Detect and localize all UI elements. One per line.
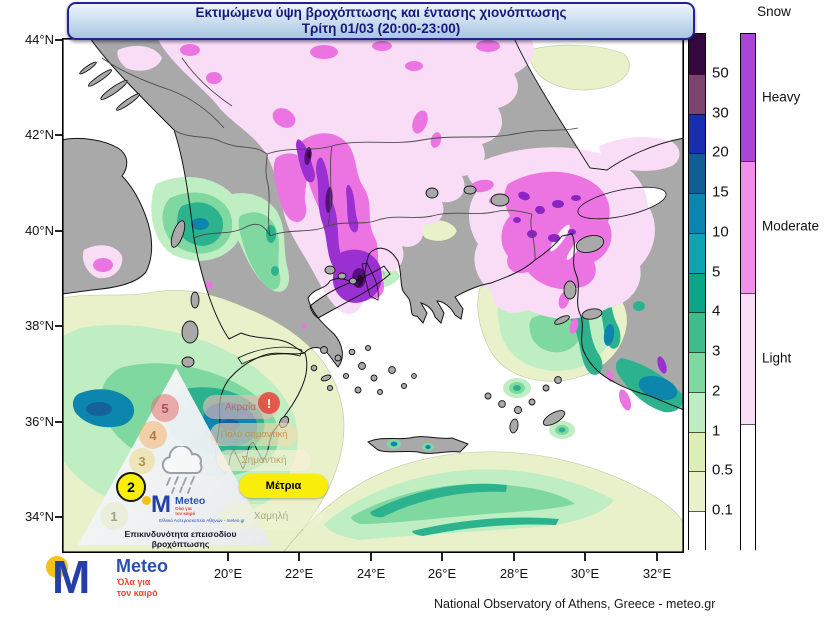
hazard-logo-tagline1: Όλα για (175, 506, 192, 511)
lon-tick (441, 553, 443, 561)
rain-cloud-icon (161, 446, 203, 494)
rain-scale-label: 20 (712, 143, 729, 161)
lat-label: 42°N (24, 127, 54, 142)
attribution-text: National Observatory of Athens, Greece -… (434, 597, 716, 611)
snow-colorbar-segment (741, 424, 755, 551)
title-box: Εκτιμώμενα ύψη βροχόπτωσης και έντασης χ… (67, 2, 695, 40)
lat-tick (55, 39, 62, 41)
rain-colorbar-segment (689, 391, 705, 432)
rainfall-colorbar (688, 33, 706, 551)
snow-colorbar (740, 33, 756, 551)
sun-dot-icon (142, 496, 151, 505)
hazard-level-pill: Πολύ σημαντική (210, 423, 298, 446)
lon-label: 30°E (570, 566, 600, 581)
rain-colorbar-segment (689, 113, 705, 154)
lon-label: 22°E (284, 566, 314, 581)
lesbos-island (575, 235, 605, 253)
country-borders-layer (101, 57, 579, 261)
hazard-level-badge: 3 (129, 448, 155, 474)
rain-hazard-scale-overlay: 5 Ακραία! 4 Πολύ σημαντική 3 Σημαντική 2 Μέτρια… (70, 368, 340, 550)
hazard-level-pill: Σημαντική (217, 450, 311, 471)
hazard-caption: Επικινδυνότητα επεισοδίου βροχόπτωσης (124, 529, 237, 549)
corfu-island (170, 220, 186, 248)
logo-tagline2: τον καιρό (117, 588, 158, 598)
lon-tick (370, 553, 372, 561)
rain-scale-label: 0.1 (712, 501, 733, 519)
rain-scale-label: 0.5 (712, 461, 733, 479)
snow-scale-label: Light (762, 350, 792, 365)
lat-tick (55, 134, 62, 136)
title-line1: Εκτιμώμενα ύψη βροχόπτωσης και έντασης χ… (195, 5, 567, 20)
snow-scale-label: Moderate (762, 218, 820, 234)
lat-tick (55, 230, 62, 232)
snow-colorbar-segment (741, 34, 755, 161)
rain-scale-label: 2 (712, 382, 721, 400)
rain-scale-label: 10 (712, 223, 729, 241)
lon-tick (584, 553, 586, 561)
logo-name: Meteo (116, 556, 169, 576)
hazard-level-badge: 2 (116, 472, 146, 502)
rain-colorbar-segment (689, 511, 705, 551)
hazard-level-badge: 4 (139, 421, 167, 449)
snow-colorbar-title: Snow (757, 4, 791, 19)
lat-label: 36°N (24, 414, 54, 429)
meteo-m-icon: M (151, 491, 171, 518)
warning-icon: ! (258, 392, 280, 414)
sun-dot-icon (46, 556, 68, 578)
lon-label: 20°E (213, 566, 243, 581)
rain-scale-label: 3 (712, 342, 721, 360)
hazard-level-badge: 1 (100, 502, 128, 530)
lon-label: 24°E (356, 566, 386, 581)
rain-colorbar-segment (689, 232, 705, 273)
lat-tick (55, 516, 62, 518)
rain-colorbar-segment (689, 471, 705, 512)
islands-layer (79, 61, 605, 434)
hazard-meteo-logo: M Meteo Όλα για τον καιρό Εθνικό Αστεροσ… (142, 491, 267, 523)
hazard-level-badge: 5 (151, 394, 179, 422)
hazard-logo-tagline2: τον καιρό (175, 510, 196, 516)
rain-scale-label: 30 (712, 104, 729, 122)
lon-tick (298, 553, 300, 561)
title-line2: Τρίτη 01/03 (20:00-23:00) (301, 21, 461, 36)
rain-colorbar-segment (689, 272, 705, 313)
snow-colorbar-segment (741, 293, 755, 424)
coastline-layer (62, 38, 684, 475)
rain-scale-label: 50 (712, 64, 729, 82)
logo-tagline1: Όλα για (117, 577, 151, 587)
rain-colorbar-segment (689, 34, 705, 74)
lon-label: 32°E (642, 566, 672, 581)
hazard-level-pill: Χαμηλή (220, 504, 322, 529)
rain-colorbar-segment (689, 431, 705, 472)
meteo-m-icon: M (52, 551, 91, 603)
greece-precipitation-map (62, 38, 684, 553)
rain-colorbar-segment (689, 312, 705, 353)
rain-scale-label: 5 (712, 263, 721, 281)
snow-colorbar-segment (741, 161, 755, 293)
lon-tick (227, 553, 229, 561)
hazard-level-pill: Μέτρια (239, 474, 328, 498)
rain-colorbar-segment (689, 352, 705, 392)
hazard-logo-name: Meteo (175, 495, 206, 507)
rhodes-island (542, 410, 566, 426)
lat-label: 38°N (24, 318, 54, 333)
lat-label: 34°N (24, 509, 54, 524)
lat-tick (55, 325, 62, 327)
meteo-logo: M Meteo Όλα για τον καιρό (42, 552, 222, 612)
snow-scale-label: Heavy (762, 89, 801, 104)
lat-tick (55, 421, 62, 423)
rain-colorbar-segment (689, 193, 705, 233)
rain-colorbar-segment (689, 73, 705, 114)
lat-label: 44°N (24, 32, 54, 47)
lon-label: 28°E (499, 566, 529, 581)
lat-label: 40°N (24, 223, 54, 238)
lon-tick (656, 553, 658, 561)
lon-label: 26°E (427, 566, 457, 581)
rain-scale-label: 4 (712, 302, 721, 320)
rain-colorbar-segment (689, 153, 705, 194)
rain-scale-label: 15 (712, 183, 729, 201)
hazard-logo-org: Εθνικό Αστεροσκοπείο Αθηνών - meteo.gr (159, 517, 245, 523)
lon-tick (513, 553, 515, 561)
rain-scale-label: 1 (712, 422, 721, 440)
